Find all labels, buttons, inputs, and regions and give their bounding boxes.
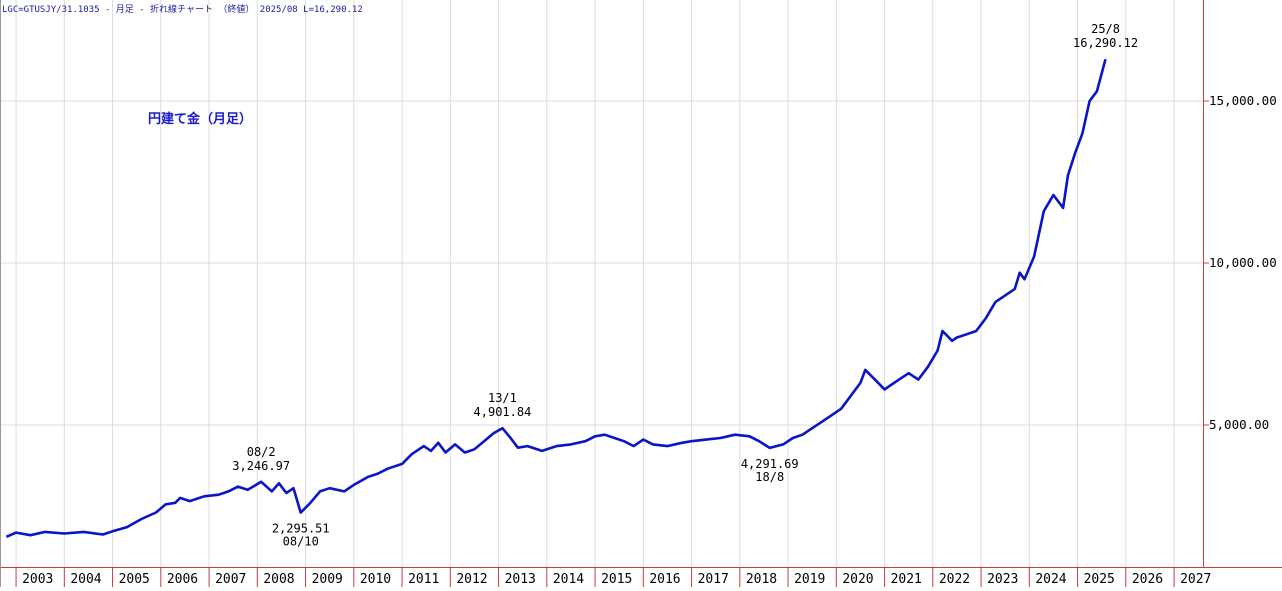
x-tick-label: 2024 bbox=[1035, 572, 1066, 587]
x-tick-label: 2016 bbox=[649, 572, 680, 587]
x-tick-label: 2021 bbox=[891, 572, 922, 587]
y-tick-label: 15,000.00 bbox=[1209, 93, 1277, 108]
x-tick-label: 2012 bbox=[456, 572, 487, 587]
x-tick-label: 2013 bbox=[505, 572, 536, 587]
x-tick-label: 2009 bbox=[312, 572, 343, 587]
x-tick-label: 2025 bbox=[1084, 572, 1115, 587]
chart-header: LGC=GTUSJY/31.1035 - 月足 - 折れ線チャート （終値） 2… bbox=[2, 5, 363, 15]
annotation-label-top: 4,291.69 bbox=[741, 457, 799, 471]
x-tick-label: 2004 bbox=[70, 572, 101, 587]
annotation-label-bottom: 08/10 bbox=[283, 535, 319, 549]
x-tick-label: 2019 bbox=[794, 572, 825, 587]
chart-title: 円建て金（月足） bbox=[148, 112, 253, 127]
series-layer bbox=[5, 58, 1107, 538]
x-tick-label: 2027 bbox=[1180, 572, 1211, 587]
x-tick-label: 2026 bbox=[1132, 572, 1163, 587]
x-tick-label: 2003 bbox=[22, 572, 53, 587]
x-tick-label: 2015 bbox=[601, 572, 632, 587]
annotation-label-bottom: 4,901.84 bbox=[474, 405, 532, 419]
x-tick-label: 2023 bbox=[987, 572, 1018, 587]
y-tick-label: 5,000.00 bbox=[1209, 417, 1269, 432]
annotation-label-bottom: 16,290.12 bbox=[1073, 36, 1138, 50]
annotation-label-top: 13/1 bbox=[488, 391, 517, 405]
y-tick-label: 10,000.00 bbox=[1209, 255, 1277, 270]
price-line bbox=[5, 58, 1107, 538]
x-tick-label: 2006 bbox=[167, 572, 198, 587]
x-tick-label: 2022 bbox=[939, 572, 970, 587]
annotation-label-top: 08/2 bbox=[247, 445, 276, 459]
x-tick-label: 2014 bbox=[553, 572, 584, 587]
annotation-label-top: 2,295.51 bbox=[272, 522, 330, 536]
annotation-label-top: 25/8 bbox=[1091, 22, 1120, 36]
x-tick-label: 2007 bbox=[215, 572, 246, 587]
grid-layer bbox=[0, 0, 1203, 567]
x-tick-label: 2010 bbox=[360, 572, 391, 587]
annotation-label-bottom: 3,246.97 bbox=[232, 459, 290, 473]
x-tick-label: 2020 bbox=[842, 572, 873, 587]
annotation-label-bottom: 18/8 bbox=[755, 470, 784, 484]
x-tick-label: 2008 bbox=[263, 572, 294, 587]
x-tick-label: 2005 bbox=[119, 572, 150, 587]
label-layer: 2003 2004 2005 2006 2007 2008 2009 2010 2011 2012… bbox=[22, 22, 1277, 587]
x-tick-label: 2018 bbox=[746, 572, 777, 587]
x-tick-label: 2017 bbox=[698, 572, 729, 587]
x-tick-label: 2011 bbox=[408, 572, 439, 587]
